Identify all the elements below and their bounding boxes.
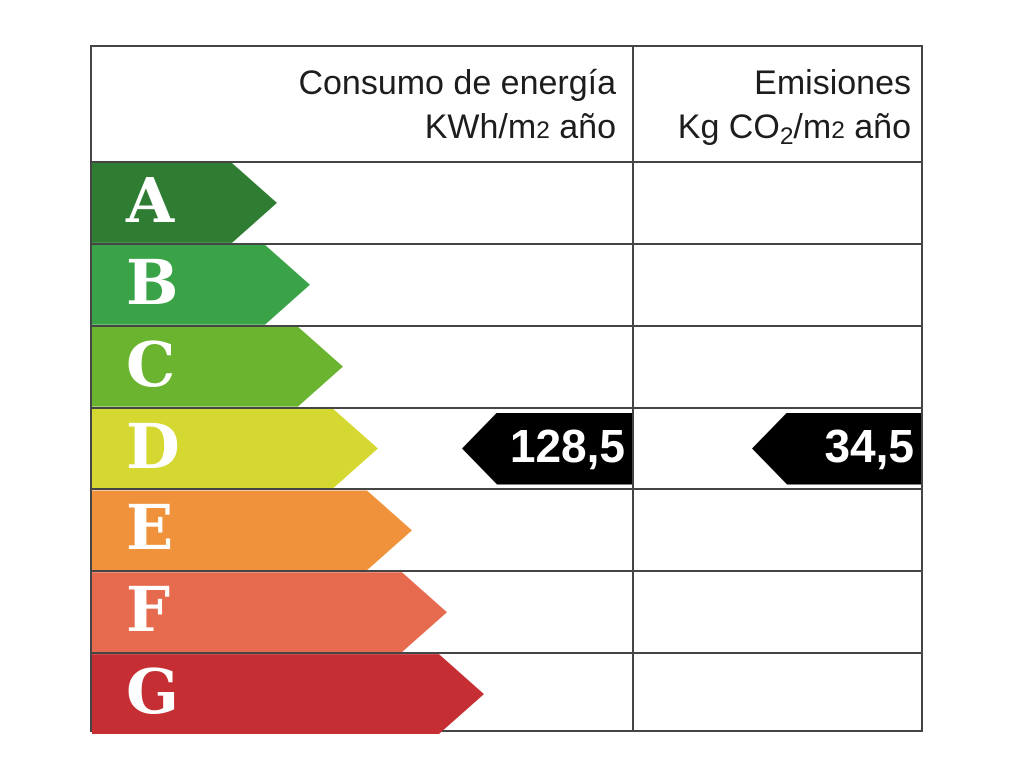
rating-letter-g: G (126, 655, 179, 729)
emissions-value-marker: 34,5 (752, 412, 921, 485)
sub-2: 2 (779, 123, 794, 151)
rating-row-g: G (92, 652, 921, 734)
header-energy-title: Consumo de energía (298, 64, 616, 102)
rating-rows: A B C D 128,5 3 (92, 161, 921, 734)
rating-row-c: C (92, 324, 921, 407)
rating-letter-f: F (126, 573, 171, 647)
rating-letter-b: B (126, 245, 179, 319)
rating-arrow-e: E (92, 490, 412, 570)
rating-letter-c: C (126, 327, 176, 401)
exp-2: 2 (831, 117, 845, 144)
rating-row-e: E (92, 488, 921, 570)
header-emissions-title: Emisiones (754, 64, 911, 102)
emissions-value: 34,5 (824, 419, 914, 472)
table-header: Consumo de energía KWh/m2 año Emisiones … (92, 47, 921, 161)
rating-letter-a: A (126, 163, 175, 237)
rating-row-f: F (92, 570, 921, 652)
energy-value-marker: 128,5 (462, 412, 632, 485)
rating-row-a: A (92, 161, 921, 243)
header-emissions-units: Kg CO2/m2 año (677, 108, 911, 151)
rating-table: Consumo de energía KWh/m2 año Emisiones … (90, 45, 923, 732)
rating-arrow-f: F (92, 572, 447, 652)
rating-arrow-a: A (92, 163, 277, 243)
rating-letter-d: D (126, 409, 180, 483)
header-emissions-column: Emisiones Kg CO2/m2 año (632, 47, 921, 161)
exp-2: 2 (536, 117, 550, 144)
rating-arrow-g: G (92, 654, 484, 734)
rating-arrow-c: C (92, 327, 343, 407)
rating-arrow-d: D (92, 409, 378, 489)
rating-letter-e: E (126, 491, 174, 565)
rating-arrow-b: B (92, 245, 310, 325)
rating-row-b: B (92, 242, 921, 325)
header-energy-column: Consumo de energía KWh/m2 año (92, 47, 632, 161)
energy-value: 128,5 (509, 419, 625, 472)
column-divider (632, 47, 634, 730)
header-energy-units: KWh/m2 año (424, 108, 616, 146)
rating-row-d: D 128,5 34,5 (92, 406, 921, 489)
